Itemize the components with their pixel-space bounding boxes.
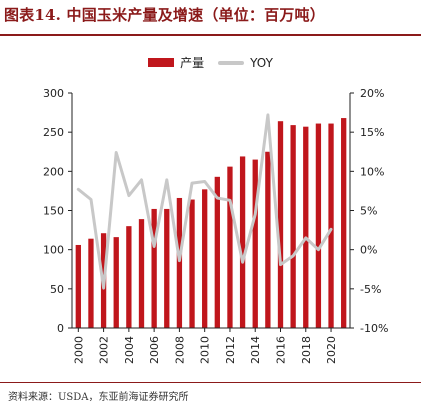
y-tick-label-300: 300 (43, 87, 64, 100)
source-note: 资料来源：USDA，东亚前海证券研究所 (8, 392, 189, 403)
y2-tick-label-5: 15% (360, 126, 384, 139)
x-tick-label-2002: 2002 (98, 336, 111, 364)
y-tick-label-250: 250 (43, 126, 64, 139)
y-tick-label-150: 150 (43, 205, 64, 218)
bar-2011 (214, 176, 220, 328)
legend: 产量 YOY (0, 54, 421, 71)
y2-tick-label-1: -5% (360, 283, 381, 296)
y2-tick-label-4: 10% (360, 165, 384, 178)
x-tick-label-2006: 2006 (148, 336, 161, 364)
bar-2019 (315, 123, 322, 328)
bar-2000 (75, 244, 81, 328)
title-divider (0, 34, 421, 36)
legend-swatch-line (218, 60, 245, 65)
bar-2004 (126, 226, 132, 328)
x-tick-label-2016: 2016 (275, 336, 288, 364)
bar-2005 (138, 219, 145, 328)
axes (68, 92, 354, 332)
bar-series (75, 118, 347, 328)
bar-2006 (151, 208, 157, 328)
bar-2008 (176, 197, 183, 328)
x-tick-label-2010: 2010 (199, 336, 212, 364)
bar-2007 (164, 208, 170, 328)
bar-2015 (265, 151, 271, 328)
legend-swatch-bar (148, 58, 175, 67)
bar-2018 (303, 126, 309, 328)
source-divider (0, 382, 421, 383)
tick-labels: 0 50 100 150 200 250 300 -10% -5% 0% 5% 10% 15% 20% 20… (43, 87, 388, 364)
yoy-line (76, 113, 333, 290)
x-tick-label-2012: 2012 (224, 336, 237, 364)
bar-2003 (113, 237, 119, 328)
y2-tick-label-6: 20% (360, 87, 384, 100)
y2-tick-label-2: 0% (360, 244, 377, 257)
bar-2021 (341, 118, 347, 328)
x-tick-label-2020: 2020 (325, 336, 338, 364)
bar-2014 (252, 159, 258, 328)
y-tick-label-0: 0 (57, 322, 64, 335)
bar-2020 (328, 123, 334, 328)
x-tick-label-2008: 2008 (173, 336, 186, 364)
bar-2016 (277, 121, 284, 328)
x-tick-label-2000: 2000 (72, 336, 85, 364)
bar-2009 (189, 199, 195, 328)
bar-2001 (88, 238, 94, 328)
y-tick-label-100: 100 (43, 244, 64, 257)
legend-item-bar: 产量 (148, 54, 204, 71)
y2-tick-label-0: -10% (360, 322, 388, 335)
legend-label-line: YOY (250, 55, 273, 70)
y-tick-label-200: 200 (43, 165, 64, 178)
y2-tick-label-3: 5% (360, 205, 377, 218)
bar-2010 (202, 189, 208, 328)
bar-2013 (239, 156, 246, 328)
y-tick-label-50: 50 (50, 283, 64, 296)
line-series (76, 113, 333, 290)
chart-title: 图表14. 中国玉米产量及增速（单位：百万吨） (4, 6, 325, 24)
legend-item-line: YOY (218, 56, 273, 70)
x-tick-label-2018: 2018 (300, 336, 313, 364)
bar-2017 (290, 125, 296, 328)
chart-canvas: 0 50 100 150 200 250 300 -10% -5% 0% 5% 10% 15% 20% 20… (43, 87, 388, 364)
bar-2012 (227, 166, 233, 328)
legend-label-bar: 产量 (180, 56, 205, 70)
x-tick-label-2014: 2014 (249, 336, 262, 364)
x-tick-label-2004: 2004 (123, 336, 136, 364)
